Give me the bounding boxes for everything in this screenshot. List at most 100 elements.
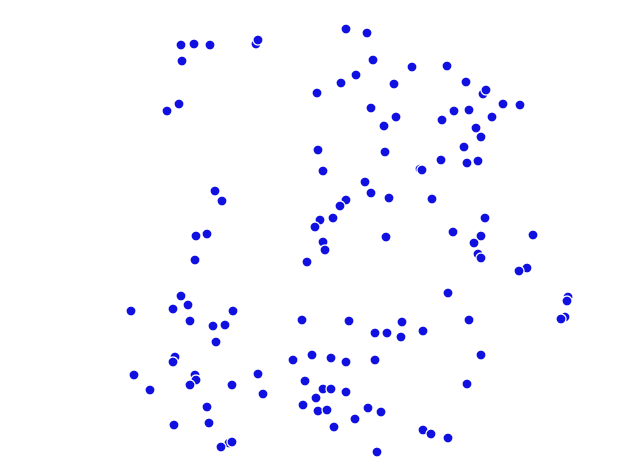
point xyxy=(167,303,179,315)
point xyxy=(461,378,473,390)
point xyxy=(447,226,459,238)
point xyxy=(359,176,371,188)
point xyxy=(371,446,383,458)
point xyxy=(257,388,269,400)
point xyxy=(367,54,379,66)
point xyxy=(390,111,402,123)
point xyxy=(190,230,202,242)
point xyxy=(299,375,311,387)
point xyxy=(426,193,438,205)
goal-posts xyxy=(52,202,588,272)
point xyxy=(176,55,188,67)
point xyxy=(301,256,313,268)
point xyxy=(226,379,238,391)
point xyxy=(184,379,196,391)
point xyxy=(175,39,187,51)
point xyxy=(310,392,322,404)
point xyxy=(470,122,482,134)
point xyxy=(475,252,487,264)
point xyxy=(325,352,337,364)
point xyxy=(381,327,393,339)
point xyxy=(395,331,407,343)
point xyxy=(226,436,238,448)
point xyxy=(210,336,222,348)
point xyxy=(296,314,308,326)
point xyxy=(378,120,390,132)
point xyxy=(425,428,437,440)
point xyxy=(340,23,352,35)
point xyxy=(188,38,200,50)
point xyxy=(227,305,239,317)
point xyxy=(350,69,362,81)
point xyxy=(380,231,392,243)
point xyxy=(209,185,221,197)
point xyxy=(201,401,213,413)
point xyxy=(175,290,187,302)
point xyxy=(125,305,137,317)
point xyxy=(203,417,215,429)
point xyxy=(383,192,395,204)
point xyxy=(417,325,429,337)
point xyxy=(325,383,337,395)
point xyxy=(468,237,480,249)
point xyxy=(361,27,373,39)
point xyxy=(327,212,339,224)
point xyxy=(365,102,377,114)
point xyxy=(312,144,324,156)
point xyxy=(306,349,318,361)
point xyxy=(460,76,472,88)
point xyxy=(252,34,264,46)
point xyxy=(319,244,331,256)
point xyxy=(448,105,460,117)
point xyxy=(475,131,487,143)
point xyxy=(406,61,418,73)
point xyxy=(396,316,408,328)
point xyxy=(311,87,323,99)
point xyxy=(189,254,201,266)
point xyxy=(369,327,381,339)
point xyxy=(436,114,448,126)
point xyxy=(472,155,484,167)
point xyxy=(442,432,454,444)
point xyxy=(362,402,374,414)
point xyxy=(161,105,173,117)
point xyxy=(435,154,447,166)
point xyxy=(297,399,309,411)
point xyxy=(201,228,213,240)
point xyxy=(442,287,454,299)
point xyxy=(375,406,387,418)
point xyxy=(215,441,227,453)
point xyxy=(513,265,525,277)
point xyxy=(144,384,156,396)
point xyxy=(527,229,539,241)
point xyxy=(173,98,185,110)
point xyxy=(497,98,509,110)
right-arc xyxy=(419,83,523,391)
point xyxy=(309,221,321,233)
point xyxy=(349,413,361,425)
point xyxy=(219,319,231,331)
point xyxy=(184,315,196,327)
right-goal-square xyxy=(557,226,589,248)
point xyxy=(369,354,381,366)
point xyxy=(461,157,473,169)
point xyxy=(475,230,487,242)
point xyxy=(252,368,264,380)
point xyxy=(479,212,491,224)
point xyxy=(379,146,391,158)
point xyxy=(167,356,179,368)
point xyxy=(514,99,526,111)
point xyxy=(555,313,567,325)
point xyxy=(168,419,180,431)
point xyxy=(317,165,329,177)
point xyxy=(458,141,470,153)
point xyxy=(204,39,216,51)
points xyxy=(125,23,574,458)
point xyxy=(416,164,428,176)
point xyxy=(480,84,492,96)
point xyxy=(475,349,487,361)
point xyxy=(216,195,228,207)
left-goal-square xyxy=(51,226,83,248)
